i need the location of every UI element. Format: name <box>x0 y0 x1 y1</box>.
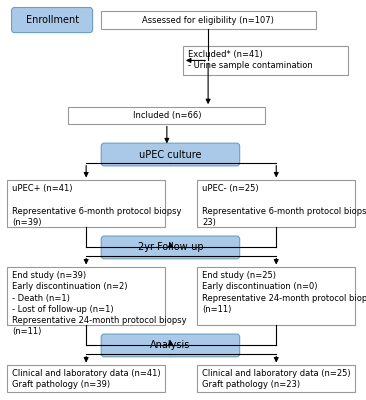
Text: Analysis: Analysis <box>150 340 191 350</box>
FancyBboxPatch shape <box>183 46 348 74</box>
Text: Clinical and laboratory data (n=25)
Graft pathology (n=23): Clinical and laboratory data (n=25) Graf… <box>202 369 351 390</box>
FancyBboxPatch shape <box>101 11 316 30</box>
Text: uPEC culture: uPEC culture <box>139 150 202 160</box>
Text: End study (n=39)
Early discontinuation (n=2)
- Death (n=1)
- Lost of follow-up (: End study (n=39) Early discontinuation (… <box>12 271 187 336</box>
FancyBboxPatch shape <box>197 366 355 392</box>
FancyBboxPatch shape <box>7 366 165 392</box>
Text: uPEC- (n=25)

Representative 6-month protocol biopsy (n=
23): uPEC- (n=25) Representative 6-month prot… <box>202 184 366 227</box>
Text: Excluded* (n=41)
- Urine sample contamination: Excluded* (n=41) - Urine sample contamin… <box>188 50 313 70</box>
FancyBboxPatch shape <box>197 180 355 228</box>
FancyBboxPatch shape <box>101 143 240 166</box>
FancyBboxPatch shape <box>7 180 165 228</box>
FancyBboxPatch shape <box>101 236 240 259</box>
Text: Included (n=66): Included (n=66) <box>132 111 201 120</box>
FancyBboxPatch shape <box>197 268 355 326</box>
Text: uPEC+ (n=41)

Representative 6-month protocol biopsy
(n=39): uPEC+ (n=41) Representative 6-month prot… <box>12 184 182 227</box>
Text: Assessed for eligibility (n=107): Assessed for eligibility (n=107) <box>142 16 274 24</box>
Text: Clinical and laboratory data (n=41)
Graft pathology (n=39): Clinical and laboratory data (n=41) Graf… <box>12 369 161 390</box>
Text: Enrollment: Enrollment <box>26 15 79 25</box>
FancyBboxPatch shape <box>101 334 240 357</box>
FancyBboxPatch shape <box>68 107 265 124</box>
FancyBboxPatch shape <box>7 268 165 326</box>
Text: 2yr Follow-up: 2yr Follow-up <box>138 242 203 252</box>
FancyBboxPatch shape <box>12 8 93 33</box>
Text: End study (n=25)
Early discontinuation (n=0)
Representative 24-month protocol bi: End study (n=25) Early discontinuation (… <box>202 271 366 314</box>
